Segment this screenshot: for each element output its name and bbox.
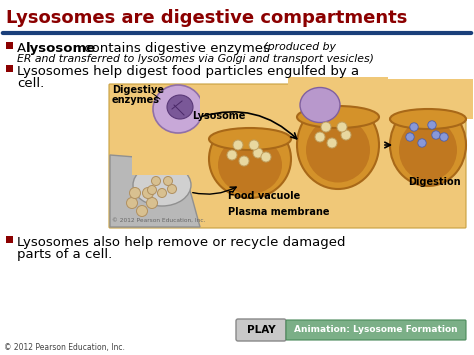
Ellipse shape [297,106,379,128]
Text: enzymes: enzymes [112,95,160,105]
Text: (produced by: (produced by [260,42,336,52]
Circle shape [428,121,436,129]
Bar [288,77,388,117]
Text: © 2012 Pearson Education, Inc.: © 2012 Pearson Education, Inc. [112,218,205,223]
Text: Lysosomes are digestive compartments: Lysosomes are digestive compartments [6,9,407,27]
Circle shape [233,140,243,150]
Text: parts of a cell.: parts of a cell. [17,248,112,261]
Text: Animation: Lysosome Formation: Animation: Lysosome Formation [294,326,458,334]
Ellipse shape [297,101,379,189]
Text: cell.: cell. [17,77,44,90]
Text: Lysosome: Lysosome [192,111,246,121]
Text: PLAY: PLAY [246,325,275,335]
Text: contains digestive enzymes: contains digestive enzymes [80,42,270,55]
Circle shape [410,123,418,131]
Circle shape [253,148,263,158]
Circle shape [321,122,331,132]
Circle shape [261,152,271,162]
Text: ER and transferred to lysosomes via Golgi and transport vesicles): ER and transferred to lysosomes via Golg… [17,54,374,64]
Circle shape [137,206,147,217]
Circle shape [249,140,259,150]
Bar [200,89,300,139]
Bar [6,236,13,243]
Text: A: A [17,42,30,55]
Circle shape [164,176,173,186]
FancyBboxPatch shape [286,320,466,340]
Text: Lysosomes help digest food particles engulfed by a: Lysosomes help digest food particles eng… [17,65,359,78]
FancyBboxPatch shape [236,319,286,341]
Circle shape [143,187,154,198]
Text: Lysosomes also help remove or recycle damaged: Lysosomes also help remove or recycle da… [17,236,346,249]
Circle shape [147,186,156,195]
Ellipse shape [390,109,466,129]
Ellipse shape [390,104,466,186]
Circle shape [239,156,249,166]
FancyBboxPatch shape [109,84,466,228]
Ellipse shape [306,118,370,182]
Ellipse shape [399,119,457,181]
Text: Food vacuole: Food vacuole [228,191,300,201]
Circle shape [327,138,337,148]
Circle shape [341,130,351,140]
Ellipse shape [218,136,282,194]
Text: Digestive: Digestive [112,85,164,95]
Text: Digestion: Digestion [408,177,461,187]
Polygon shape [110,155,200,227]
Ellipse shape [209,128,291,150]
Circle shape [146,197,157,208]
Ellipse shape [133,164,191,206]
Circle shape [152,176,161,186]
Circle shape [167,185,176,193]
Circle shape [337,122,347,132]
Text: Plasma membrane: Plasma membrane [228,207,329,217]
Text: © 2012 Pearson Education, Inc.: © 2012 Pearson Education, Inc. [4,343,125,352]
Circle shape [129,187,140,198]
Text: lysosome: lysosome [26,42,96,55]
Ellipse shape [209,120,291,198]
Bar [383,79,473,119]
Circle shape [418,139,426,147]
Circle shape [440,133,448,141]
Circle shape [432,131,440,139]
Circle shape [406,133,414,141]
Bar [6,65,13,72]
Circle shape [127,197,137,208]
Bar [132,145,192,175]
Circle shape [157,189,166,197]
Ellipse shape [153,85,203,133]
Ellipse shape [167,95,193,119]
Circle shape [315,132,325,142]
Bar [6,42,13,49]
Circle shape [227,150,237,160]
Ellipse shape [300,87,340,122]
